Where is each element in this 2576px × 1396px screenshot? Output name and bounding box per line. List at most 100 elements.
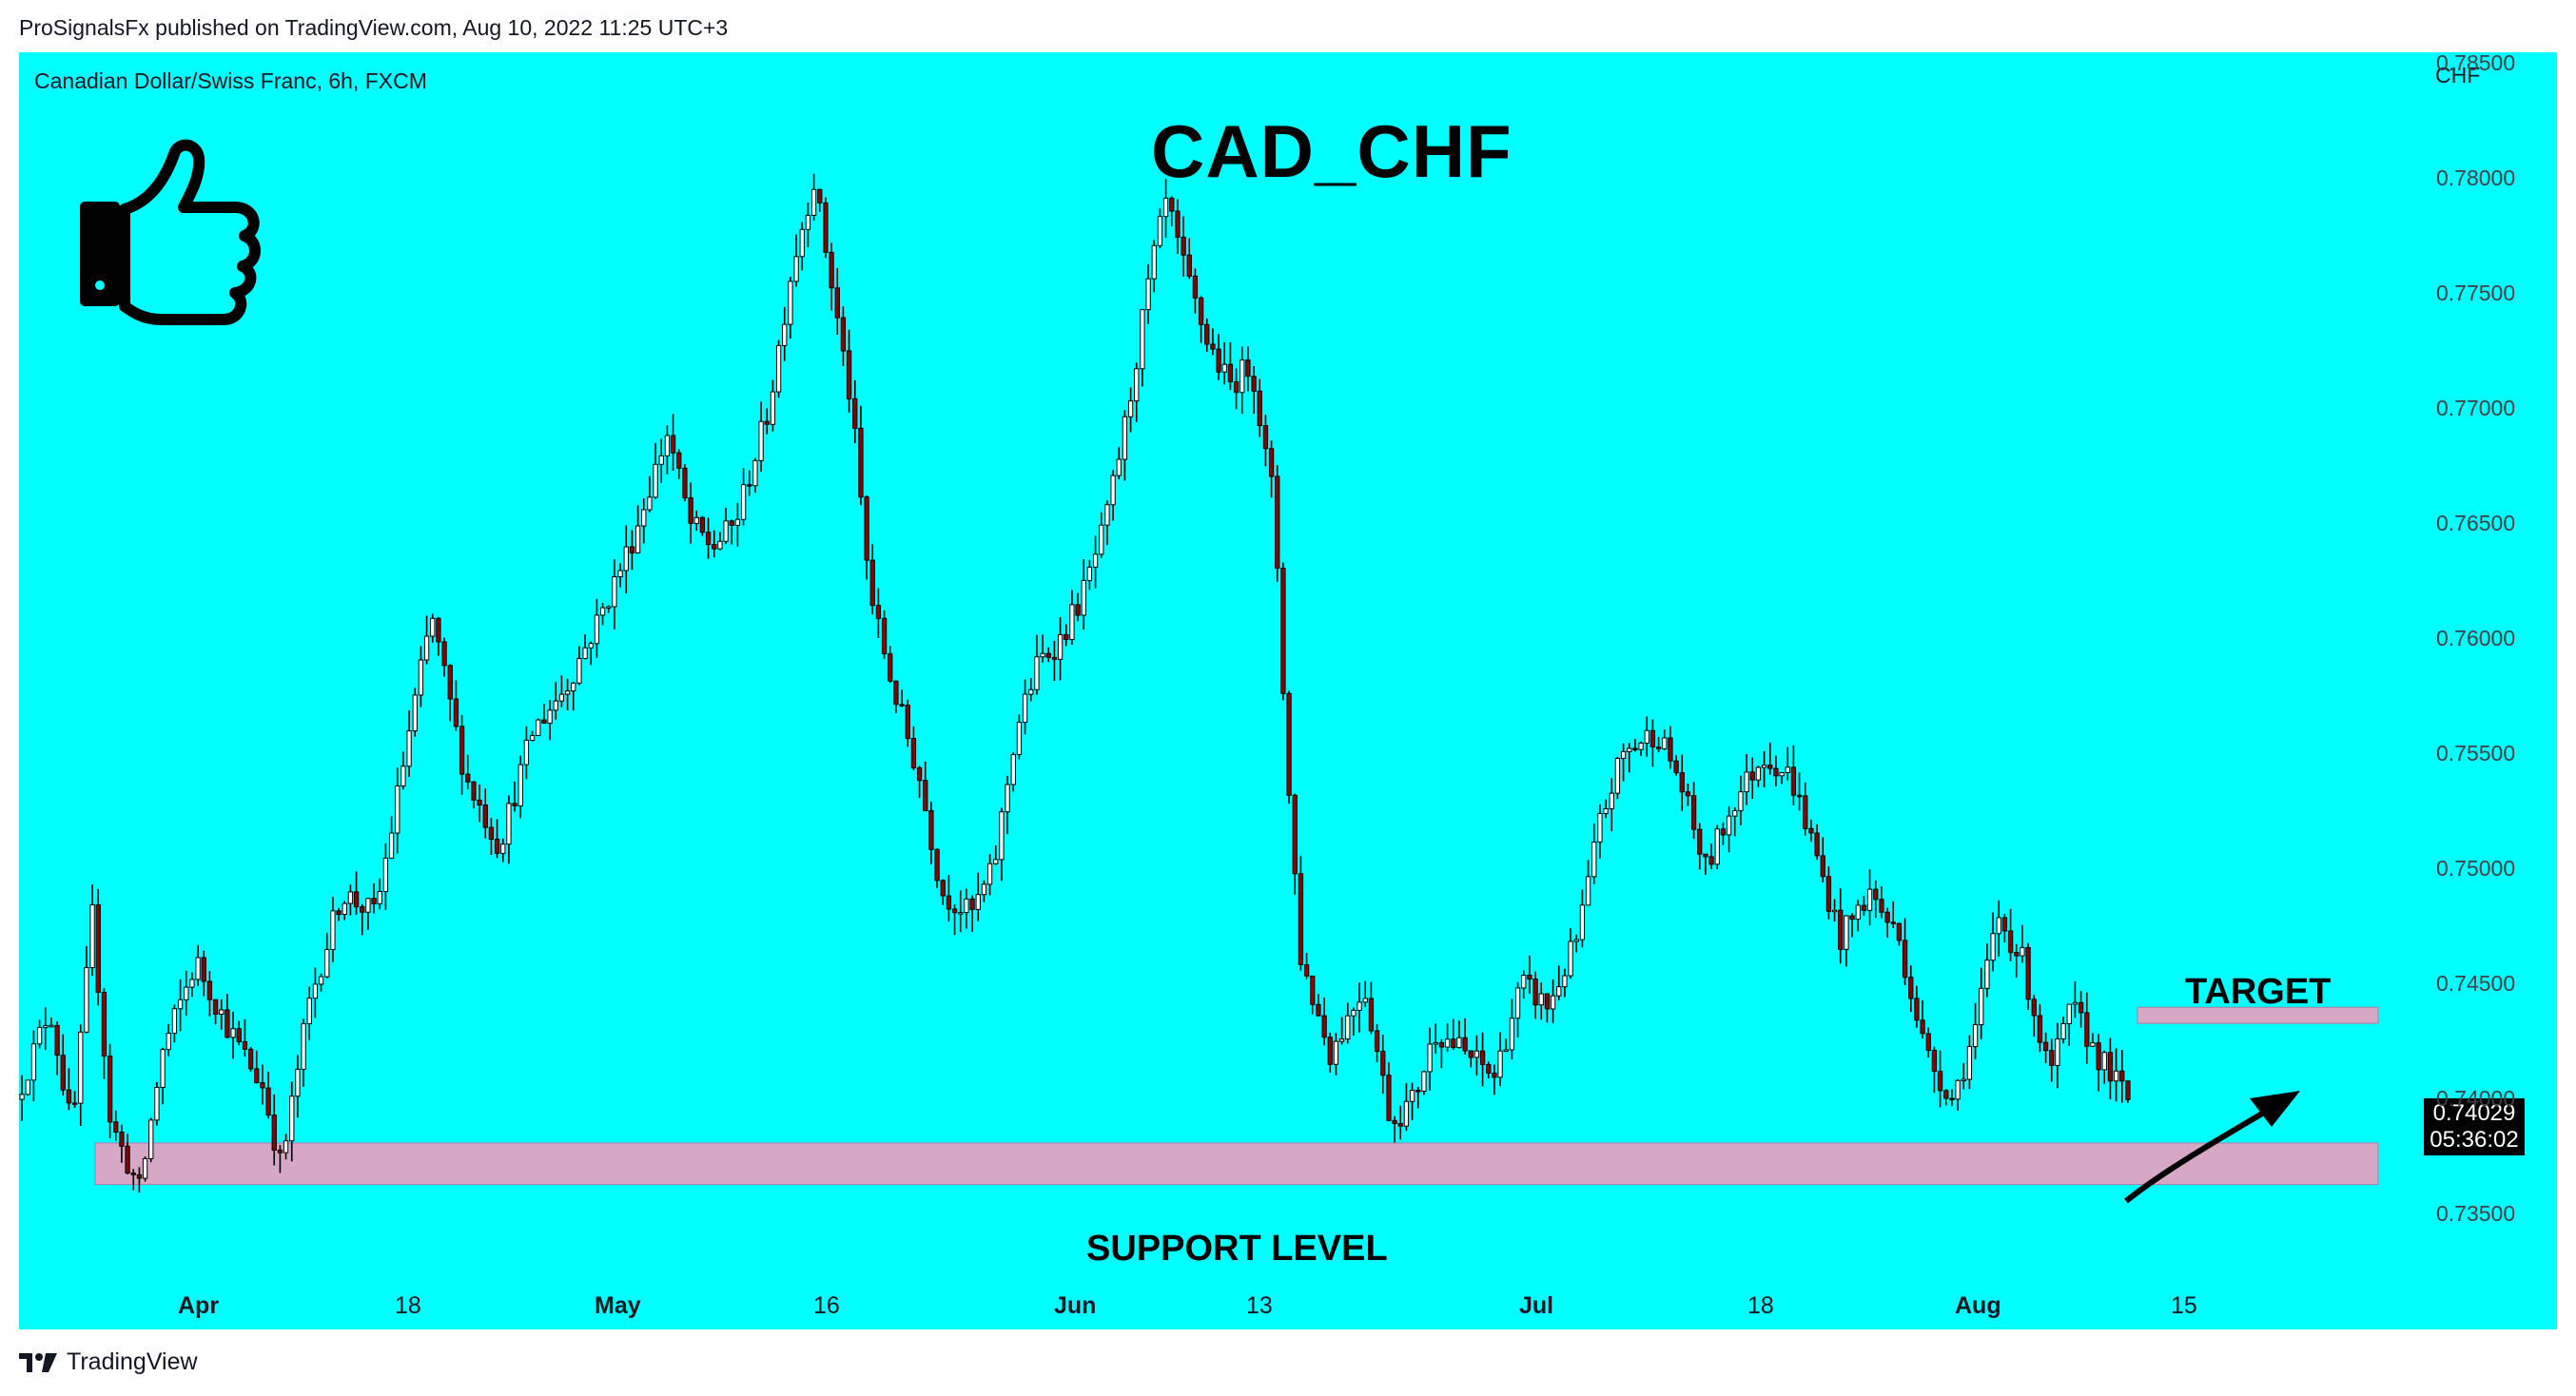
candle-bull: [1961, 1078, 1966, 1082]
candle-bear: [353, 891, 360, 908]
candle-bear: [940, 880, 946, 897]
candle-bull: [1603, 807, 1609, 815]
candle-bull: [1110, 475, 1116, 506]
candle-bear: [699, 516, 706, 533]
candle-bear: [2031, 999, 2037, 1017]
candle-bear: [1861, 904, 1867, 911]
candle-bear: [1321, 1015, 1327, 1038]
candle-bull: [564, 690, 571, 695]
price-tick-label: 0.74500: [2436, 971, 2516, 997]
candle-bull: [301, 1023, 306, 1070]
candle-bear: [1327, 1037, 1333, 1065]
support-level-label: SUPPORT LEVEL: [1086, 1229, 1388, 1269]
candle-bear: [946, 895, 952, 910]
candle-bull: [1521, 975, 1527, 989]
candle-bull: [1092, 553, 1099, 568]
candle-bull: [1145, 278, 1151, 311]
candle-bull: [418, 659, 424, 696]
candle-bull: [1081, 579, 1086, 616]
candle-bull: [1591, 841, 1597, 878]
candle-bear: [1175, 210, 1181, 238]
candles: [19, 173, 2131, 1193]
candle-bull: [1955, 1079, 1961, 1100]
candle-bear: [2049, 1050, 2055, 1066]
candle-bull: [1122, 416, 1128, 460]
candle-bear: [1186, 254, 1192, 277]
candle-bull: [1996, 917, 2001, 935]
candle-bull: [1338, 1038, 1345, 1042]
candle-bear: [95, 904, 101, 993]
time-tick-label: Jul: [1519, 1292, 1554, 1319]
candle-bull: [1099, 524, 1104, 555]
candle-bull: [148, 1119, 154, 1159]
candle-bear: [852, 397, 858, 429]
candle-bear: [242, 1040, 248, 1050]
candle-bear: [1051, 656, 1058, 660]
candlestick-chart[interactable]: [19, 52, 2557, 1329]
candle-bear: [1268, 448, 1275, 477]
candle-bear: [277, 1149, 283, 1154]
candle-bull: [788, 281, 793, 325]
candle-bear: [101, 991, 107, 1057]
tradingview-brand[interactable]: TradingView: [19, 1348, 198, 1376]
candle-bear: [1767, 765, 1773, 769]
candle-bull: [810, 188, 817, 216]
candle-bear: [2007, 930, 2014, 954]
candle-bear: [1914, 998, 1920, 1021]
candle-bull: [1127, 400, 1134, 417]
candle-bull: [1550, 995, 1556, 1010]
candle-bear: [1280, 567, 1286, 694]
candle-bull: [2060, 1022, 2066, 1040]
candle-bull: [1831, 909, 1838, 913]
candle-bull: [734, 518, 741, 526]
candle-bull: [981, 883, 987, 896]
time-tick-label: 18: [395, 1292, 421, 1319]
candle-bear: [1814, 832, 1820, 857]
candle-bull: [154, 1086, 160, 1121]
candle-bull: [1345, 1015, 1351, 1040]
candle-bull: [189, 979, 195, 988]
candle-bull: [1151, 244, 1157, 280]
candle-bull: [1538, 993, 1544, 1006]
candle-bull: [1239, 359, 1245, 394]
candle-bear: [1838, 909, 1844, 950]
candle-bull: [799, 228, 805, 258]
candle-bear: [471, 781, 477, 801]
candle-bear: [1169, 197, 1175, 212]
candle-bull: [1844, 915, 1849, 950]
candle-bull: [30, 1043, 37, 1081]
candle-bear: [254, 1068, 260, 1084]
candle-bear: [1386, 1075, 1392, 1121]
candle-bull: [1855, 904, 1861, 921]
candle-bear: [1931, 1050, 1938, 1072]
candle-bull: [775, 344, 782, 393]
candle-bear: [212, 999, 219, 1015]
candle-bear: [482, 804, 488, 828]
symbol-label: Canadian Dollar/Swiss Franc, 6h, FXCM: [34, 68, 427, 93]
candle-bull: [1732, 810, 1738, 817]
candle-bear: [494, 839, 500, 854]
candle-bear: [834, 287, 840, 319]
candle-bull: [517, 764, 523, 806]
chart-panel[interactable]: Canadian Dollar/Swiss Franc, 6h, FXCM CH…: [19, 52, 2557, 1329]
candle-bear: [1902, 940, 1908, 979]
candle-bull: [36, 1026, 43, 1045]
candle-bear: [260, 1082, 265, 1089]
candle-bear: [1181, 236, 1186, 256]
candle-bear: [829, 251, 834, 289]
support-zone: [94, 1142, 2379, 1186]
candle-bull: [330, 910, 336, 950]
candle-bear: [66, 1089, 72, 1104]
candle-bull: [177, 999, 184, 1010]
candle-bull: [1966, 1046, 1973, 1080]
candle-bull: [1573, 939, 1579, 942]
candle-bear: [951, 908, 958, 914]
candle-bear: [923, 780, 928, 812]
candle-bull: [1614, 757, 1621, 794]
candle-bear: [1873, 888, 1879, 901]
candle-bear: [2107, 1052, 2114, 1082]
arrow-head-icon: [2250, 1091, 2300, 1127]
candle-bull: [958, 912, 964, 915]
candle-bear: [1655, 746, 1662, 749]
candle-bull: [1403, 1100, 1410, 1127]
